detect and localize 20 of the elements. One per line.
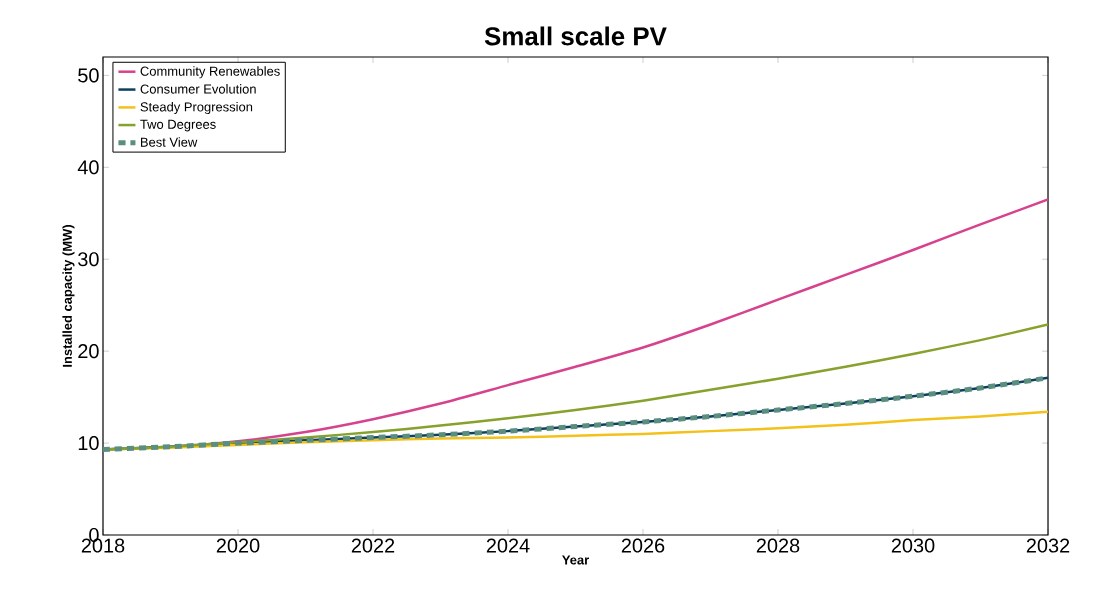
y-tick-label: 50 xyxy=(78,68,99,83)
legend-label: Best View xyxy=(141,137,198,147)
legend-label: Community Renewables xyxy=(140,66,280,79)
x-tick-label: 2028 xyxy=(756,538,800,553)
x-tick-label: 2032 xyxy=(1026,538,1070,553)
x-tick-label: 2024 xyxy=(486,538,530,553)
legend-label: Two Degrees xyxy=(140,119,216,132)
x-tick-label: 2020 xyxy=(216,538,260,553)
legend-label: Steady Progression xyxy=(140,101,253,115)
y-tick-label: 10 xyxy=(78,436,99,451)
y-axis-title: Installed capacity (MW) xyxy=(62,225,75,367)
y-tick-label: 40 xyxy=(77,160,99,175)
x-tick-label: 2030 xyxy=(891,538,935,553)
x-axis-title: Year xyxy=(562,555,589,565)
x-tick-label: 2022 xyxy=(351,538,395,553)
chart-title: Small scale PV xyxy=(484,26,667,46)
legend-label: Consumer Evolution xyxy=(140,84,256,94)
x-tick-label: 2026 xyxy=(621,538,665,553)
y-tick-label: 20 xyxy=(78,344,99,359)
y-tick-label: 30 xyxy=(78,252,99,267)
